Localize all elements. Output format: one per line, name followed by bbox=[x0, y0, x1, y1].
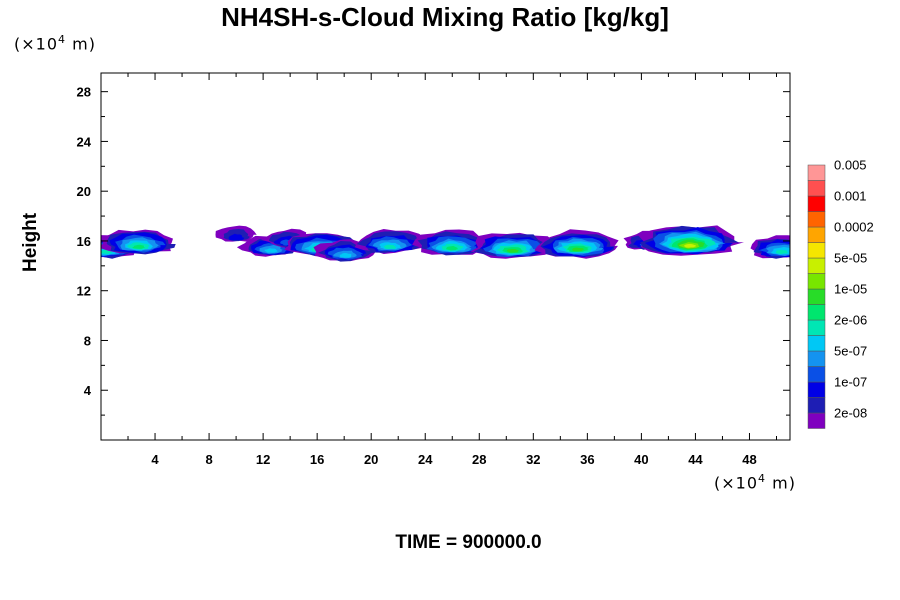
cloud-cell bbox=[470, 232, 560, 259]
colorbar-label: 2e-08 bbox=[834, 406, 867, 421]
cloud-contour bbox=[506, 249, 519, 253]
y-axis-unit: (×104 m) bbox=[14, 33, 96, 54]
colorbar-label: 5e-07 bbox=[834, 344, 867, 359]
y-tick-label: 8 bbox=[84, 333, 91, 348]
y-tick-label: 12 bbox=[77, 284, 91, 299]
colorbar-swatch bbox=[807, 304, 826, 321]
cloud-cell bbox=[750, 235, 790, 259]
cloud-cell bbox=[534, 229, 619, 259]
colorbar-label: 0.0002 bbox=[834, 220, 874, 235]
cloud-contour bbox=[684, 244, 697, 248]
cloud-cell bbox=[638, 225, 744, 256]
colorbar-swatch bbox=[807, 350, 826, 367]
x-tick-label: 48 bbox=[742, 452, 756, 467]
x-axis-unit: (×104 m) bbox=[714, 472, 796, 493]
colorbar-label: 0.005 bbox=[834, 158, 867, 173]
y-tick-label: 28 bbox=[77, 85, 91, 100]
colorbar-label: 2e-06 bbox=[834, 313, 867, 328]
colorbar-swatch bbox=[807, 180, 826, 197]
colorbar-swatch bbox=[807, 195, 826, 212]
x-tick-label: 20 bbox=[364, 452, 378, 467]
cloud-contour bbox=[383, 244, 397, 249]
cloud-contour bbox=[132, 244, 146, 249]
colorbar-swatch bbox=[807, 335, 826, 352]
colorbar-swatch bbox=[807, 211, 826, 228]
colorbar-swatch bbox=[807, 257, 826, 274]
colorbar-swatch bbox=[807, 397, 826, 414]
cloud-cell bbox=[354, 229, 426, 254]
x-tick-label: 16 bbox=[310, 452, 324, 467]
colorbar-label: 1e-05 bbox=[834, 282, 867, 297]
y-tick-label: 4 bbox=[84, 383, 92, 398]
x-tick-label: 36 bbox=[580, 452, 594, 467]
colorbar-swatch bbox=[807, 288, 826, 305]
colorbar-swatch bbox=[807, 164, 826, 181]
cloud-contour bbox=[264, 248, 278, 253]
x-tick-label: 32 bbox=[526, 452, 540, 467]
colorbar-swatch bbox=[807, 242, 826, 259]
y-tick-label: 16 bbox=[77, 234, 91, 249]
colorbar-swatch bbox=[807, 412, 826, 429]
cloud-cell bbox=[215, 225, 257, 242]
colorbar-swatch bbox=[807, 381, 826, 398]
x-tick-label: 40 bbox=[634, 452, 648, 467]
colorbar-swatch bbox=[807, 319, 826, 336]
time-label: TIME = 900000.0 bbox=[395, 532, 542, 553]
colorbar-label: 1e-07 bbox=[834, 375, 867, 390]
cloud-cell bbox=[412, 229, 492, 256]
cloud-contour bbox=[572, 247, 584, 252]
colorbar-swatch bbox=[807, 366, 826, 383]
x-tick-label: 28 bbox=[472, 452, 486, 467]
colorbar-swatch bbox=[807, 273, 826, 290]
x-tick-label: 24 bbox=[418, 452, 433, 467]
cloud-contour bbox=[775, 249, 788, 255]
cloud-contour bbox=[339, 253, 352, 258]
colorbar-swatch bbox=[807, 226, 826, 243]
cloud-contour bbox=[446, 245, 458, 251]
y-tick-label: 20 bbox=[77, 184, 91, 199]
colorbar-legend: 2e-08 1e-07 5e-07 2e-06 1e-05 5e-05 0.0002 0.00… bbox=[807, 158, 874, 429]
cloud-contour bbox=[228, 233, 245, 241]
cloud-field bbox=[101, 225, 790, 262]
colorbar-label: 5e-05 bbox=[834, 251, 867, 266]
cloud-cell bbox=[101, 229, 176, 255]
x-tick-label: 4 bbox=[151, 452, 159, 467]
colorbar-label: 0.001 bbox=[834, 189, 867, 204]
x-tick-label: 12 bbox=[256, 452, 270, 467]
x-tick-label: 8 bbox=[205, 452, 212, 467]
chart-title: NH4SH-s-Cloud Mixing Ratio [kg/kg] bbox=[221, 2, 669, 32]
y-tick-label: 24 bbox=[77, 134, 92, 149]
x-tick-label: 44 bbox=[688, 452, 703, 467]
plot-frame bbox=[100, 72, 791, 441]
